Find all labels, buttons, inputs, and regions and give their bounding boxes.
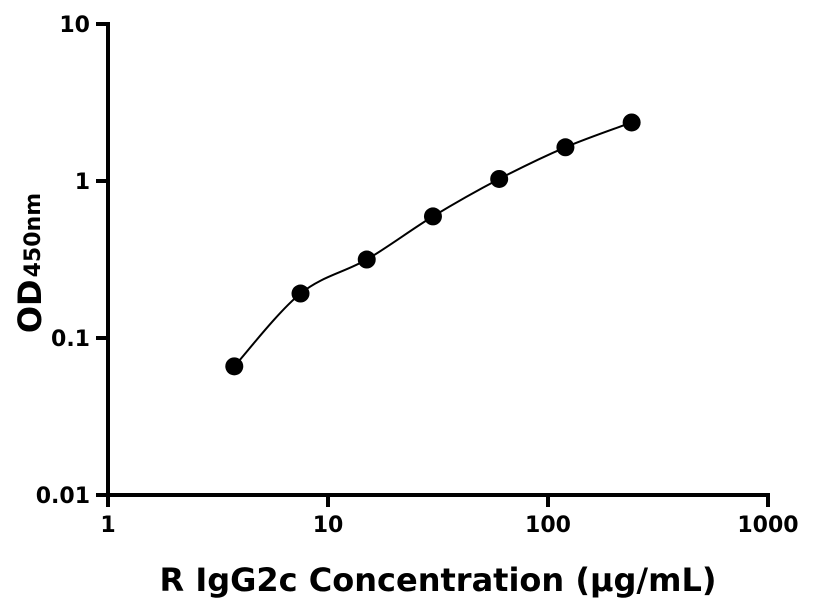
y-axis-ticks: 0.01 0.1 1 10 [36, 13, 108, 509]
x-tick-label: 10 [313, 513, 344, 538]
data-point [622, 113, 641, 132]
y-tick-label: 0.1 [51, 327, 90, 352]
x-tick-label: 100 [525, 513, 571, 538]
x-tick-label: 1000 [737, 513, 798, 538]
x-axis-title: R IgG2c Concentration (μg/mL) [160, 561, 717, 599]
x-axis-ticks: 1 10 100 1000 [100, 495, 799, 538]
fit-curve [233, 121, 632, 368]
y-tick-label: 10 [59, 13, 90, 38]
y-axis-title-main: OD [11, 279, 49, 333]
data-point [490, 169, 509, 188]
x-tick-label: 1 [100, 513, 115, 538]
data-point [225, 357, 244, 376]
y-tick-label: 1 [75, 170, 90, 195]
y-axis-title: OD450nm [11, 193, 49, 333]
y-axis-title-sub: 450nm [21, 193, 46, 278]
data-point [291, 284, 310, 303]
data-point [357, 250, 376, 269]
axes [106, 22, 770, 497]
data-point [423, 207, 442, 226]
y-tick-label: 0.01 [36, 484, 90, 509]
data-point [556, 138, 575, 157]
data-points [225, 113, 641, 376]
